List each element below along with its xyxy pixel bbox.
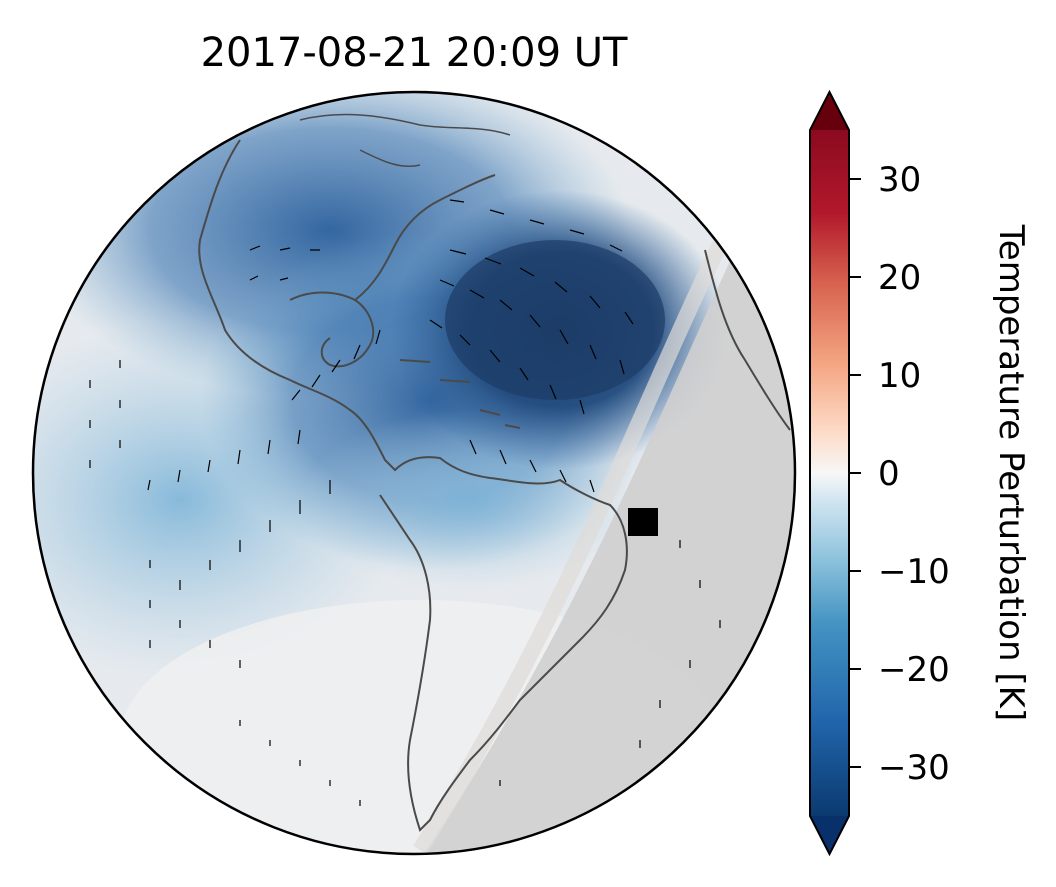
colorbar: 30 20 10 0 −10 −20 −30 Temperature Perturbatio… (809, 89, 1031, 857)
colorbar-tick-label: 10 (878, 356, 921, 396)
chart-title: 2017-08-21 20:09 UT (201, 30, 628, 76)
colorbar-tick-label: −30 (878, 748, 950, 788)
colorbar-extend-high (810, 92, 849, 130)
colorbar-tick-label: −20 (878, 650, 950, 690)
colorbar-outline (809, 89, 850, 857)
coastline-gulf (289, 291, 375, 368)
marker-square (628, 508, 658, 536)
colorbar-ramp (810, 130, 849, 816)
coastline-africa-limb (704, 249, 791, 431)
colorbar-label: Temperature Perturbation [K] (991, 224, 1031, 721)
min-core (445, 240, 665, 400)
colorbar-tick-label: 20 (878, 258, 921, 298)
coastline-east-coast (354, 174, 496, 301)
coastline-north-america (198, 139, 628, 832)
colorbar-tick-label: 0 (878, 454, 900, 494)
coastline-arctic (299, 113, 511, 168)
colorbar-tick-label: 30 (878, 160, 921, 200)
colorbar-extend-low (810, 816, 849, 854)
globe (33, 92, 795, 854)
colorbar-tick-label: −10 (878, 552, 950, 592)
colorbar-ticks: 30 20 10 0 −10 −20 −30 (849, 160, 950, 788)
globe-outline (31, 90, 797, 856)
coastline-caribbean (399, 359, 521, 429)
wind-vectors (89, 199, 721, 806)
